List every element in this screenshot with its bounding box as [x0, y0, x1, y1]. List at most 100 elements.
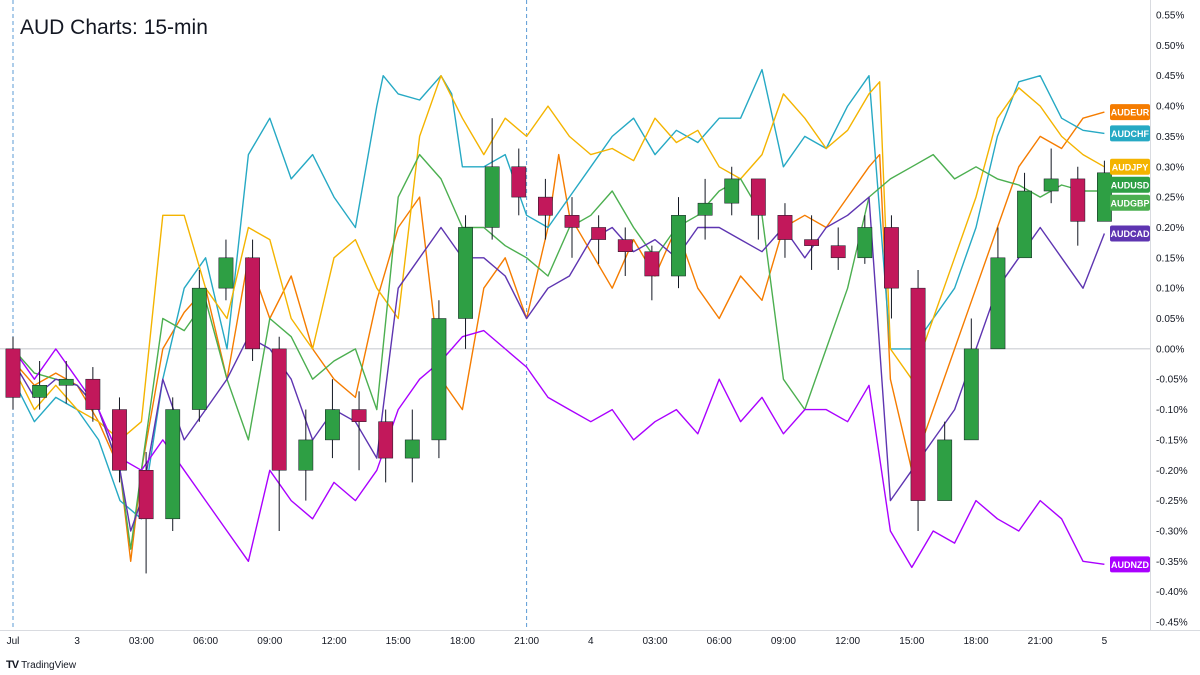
- candle-body: [1070, 178, 1086, 222]
- candle-body: [804, 239, 819, 246]
- candle-body: [564, 215, 580, 228]
- series-tag-audgbp: AUDGBP: [1110, 194, 1150, 211]
- candle-body: [138, 470, 154, 520]
- candle-body: [537, 196, 553, 216]
- x-tick-label: 21:00: [1028, 636, 1053, 647]
- series-tag-bg: [1110, 556, 1150, 573]
- series-lines: [12, 68, 1106, 569]
- candle-body: [830, 245, 846, 259]
- candle-body: [671, 215, 686, 277]
- series-tags: AUDEUR AUDCHF AUDJPY AUDUSD AUDGBP AUDCAD AUDN…: [1110, 104, 1150, 573]
- y-tick-label: -0.20%: [1156, 466, 1188, 477]
- y-tick-label: 0.35%: [1156, 132, 1184, 143]
- y-tick-label: 0.25%: [1156, 193, 1184, 204]
- series-line-audnzd: [12, 329, 1105, 569]
- candle-body: [85, 378, 101, 410]
- series-tag-audnzd: AUDNZD: [1110, 556, 1150, 573]
- y-tick-label: -0.25%: [1156, 496, 1188, 507]
- candle-body: [165, 409, 181, 520]
- y-tick-label: -0.15%: [1156, 435, 1188, 446]
- y-tick-label: -0.10%: [1156, 405, 1188, 416]
- candle-body: [1043, 178, 1059, 192]
- candle-body: [378, 421, 394, 459]
- chart-grid: [0, 0, 1200, 631]
- x-axis[interactable]: Jul 3 03:00 06:00 09:00 12:00 15:00 18:00 21:00 4…: [7, 636, 1108, 647]
- price-axis-border: [1150, 0, 1151, 630]
- candle-body: [404, 439, 420, 459]
- tradingview-logo[interactable]: TV TradingView: [6, 659, 76, 671]
- series-tag-audeur: AUDEUR: [1110, 104, 1150, 121]
- x-tick-label: 09:00: [257, 636, 282, 647]
- series-tag-label: AUDCHF: [1111, 129, 1149, 139]
- candle-body: [511, 166, 527, 198]
- chart-title: AUD Charts: 15-min: [20, 16, 208, 39]
- session-dividers: [12, 0, 528, 630]
- candle-body: [351, 409, 367, 422]
- y-tick-label: -0.35%: [1156, 557, 1188, 568]
- candle-body: [325, 409, 340, 441]
- candle-body: [484, 166, 500, 228]
- candle-body: [218, 257, 234, 289]
- x-tick-label: 3: [74, 636, 80, 647]
- x-tick-label: 21:00: [514, 636, 539, 647]
- x-tick-label: 12:00: [321, 636, 346, 647]
- tradingview-logo-text: TradingView: [21, 659, 77, 671]
- x-tick-label: 03:00: [129, 636, 154, 647]
- time-axis-border: [0, 630, 1200, 631]
- x-tick-label: 09:00: [771, 636, 796, 647]
- candle-body: [1017, 190, 1032, 259]
- candle-body: [697, 202, 713, 216]
- y-tick-label: 0.05%: [1156, 314, 1184, 325]
- series-tag-bg: [1110, 125, 1150, 142]
- series-tag-label: AUDUSD: [1111, 180, 1150, 190]
- y-tick-label: 0.30%: [1156, 162, 1184, 173]
- y-tick-label: 0.20%: [1156, 223, 1184, 234]
- y-tick-label: -0.30%: [1156, 526, 1188, 537]
- y-axis[interactable]: 0.55% 0.50% 0.45% 0.40% 0.35% 0.30% 0.25% 0.20%…: [1156, 11, 1188, 629]
- series-tag-bg: [1110, 104, 1150, 121]
- x-tick-label: 15:00: [386, 636, 411, 647]
- x-tick-label: 06:00: [707, 636, 732, 647]
- y-tick-label: 0.10%: [1156, 284, 1184, 295]
- x-tick-label: 5: [1102, 636, 1108, 647]
- candle-body: [298, 439, 314, 471]
- series-tag-label: AUDNZD: [1111, 560, 1149, 570]
- candle-body: [963, 348, 979, 441]
- candle-body: [191, 287, 207, 410]
- series-tag-bg: [1110, 225, 1150, 242]
- y-tick-label: 0.00%: [1156, 344, 1184, 355]
- candle-body: [245, 257, 260, 350]
- series-tag-bg: [1110, 194, 1150, 211]
- x-tick-label: 12:00: [835, 636, 860, 647]
- x-tick-label: 18:00: [963, 636, 988, 647]
- y-tick-label: 0.55%: [1156, 11, 1184, 22]
- candle-body: [857, 227, 873, 259]
- x-tick-label: Jul: [7, 636, 20, 647]
- series-tag-bg: [1110, 158, 1150, 175]
- candle-body: [112, 409, 127, 471]
- y-tick-label: -0.45%: [1156, 618, 1188, 629]
- candle-body: [591, 227, 607, 240]
- series-tag-audchf: AUDCHF: [1110, 125, 1150, 142]
- candle-body: [910, 287, 926, 501]
- x-tick-label: 15:00: [899, 636, 924, 647]
- y-tick-label: 0.15%: [1156, 253, 1184, 264]
- series-tag-label: AUDJPY: [1112, 162, 1149, 172]
- x-tick-label: 03:00: [642, 636, 667, 647]
- candle-body: [5, 348, 21, 398]
- tradingview-logo-icon: TV: [6, 659, 19, 671]
- candle-body: [750, 178, 766, 216]
- series-tag-label: AUDCAD: [1111, 229, 1150, 239]
- series-tag-audusd: AUDUSD: [1110, 176, 1150, 193]
- candle-body: [32, 385, 48, 398]
- y-tick-label: -0.05%: [1156, 375, 1188, 386]
- candle-body: [937, 439, 953, 501]
- candle-body: [884, 227, 899, 289]
- candle-body: [644, 251, 660, 277]
- series-tag-audjpy: AUDJPY: [1110, 158, 1150, 175]
- candle-body: [58, 378, 74, 386]
- candle-body: [777, 215, 793, 240]
- audusd-candles: [5, 118, 1112, 574]
- series-tag-label: AUDGBP: [1110, 198, 1149, 208]
